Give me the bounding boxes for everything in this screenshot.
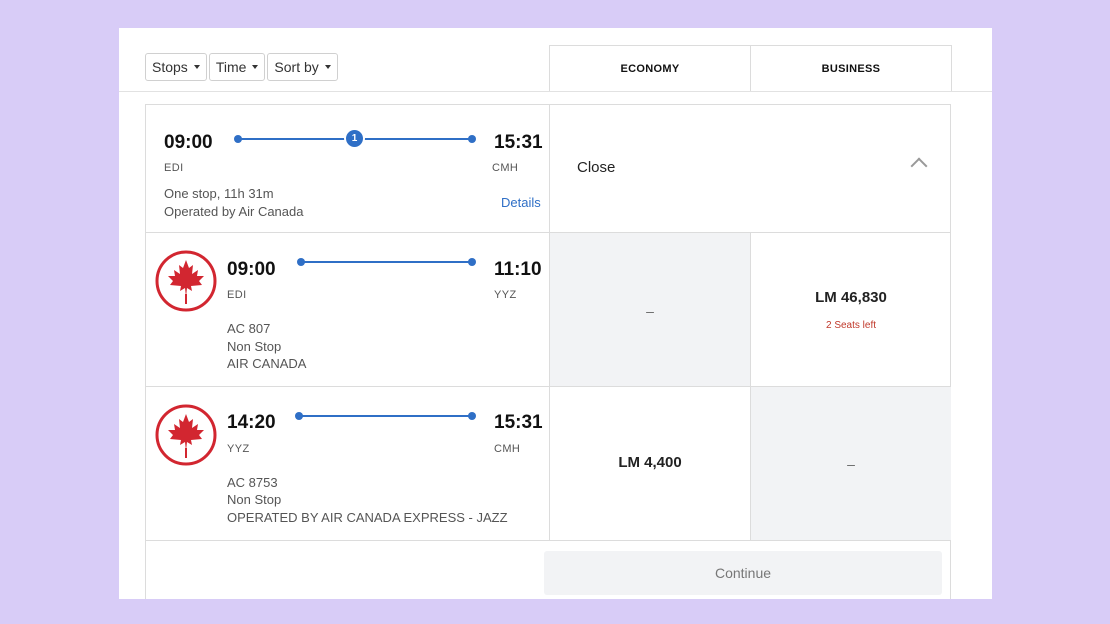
seats-left: 2 Seats left (825, 320, 877, 331)
flight-segment-row: 14:20 YYZ 15:31 CMH AC 8753 Non Stop OPE… (145, 386, 951, 541)
flight-results-card: Stops Time Sort by ECONOMY BUSINESS 09:0… (119, 28, 992, 599)
flight-number: AC 807 (227, 321, 271, 336)
business-header-label: BUSINESS (821, 62, 881, 75)
carrier-name: AIR CANADA (227, 356, 307, 371)
business-column-header: BUSINESS (750, 45, 952, 91)
segment-route-line (301, 261, 472, 263)
footer-row (145, 540, 951, 599)
stops-filter-label: Stops (152, 59, 188, 75)
continue-label: Continue (714, 565, 772, 581)
business-unavailable: – (847, 456, 855, 472)
carrier-name: OPERATED BY AIR CANADA EXPRESS - JAZZ (227, 510, 508, 525)
chevron-up-icon[interactable] (910, 157, 928, 175)
economy-fare-cell: – (549, 233, 750, 386)
origin-dot (234, 135, 242, 143)
flight-segment-row: 09:00 EDI 11:10 YYZ AC 807 Non Stop AIR … (145, 232, 951, 387)
destination-dot (468, 412, 476, 420)
segment-arrive-code: YYZ (494, 289, 517, 301)
stop-count-badge: 1 (346, 130, 363, 147)
close-panel[interactable]: Close (549, 105, 951, 232)
segment-arrive-time: 11:10 (494, 259, 542, 280)
economy-fare-cell[interactable]: LM 4,400 (549, 387, 750, 540)
segment-info: 14:20 YYZ 15:31 CMH AC 8753 Non Stop OPE… (146, 387, 549, 540)
segment-info: 09:00 EDI 11:10 YYZ AC 807 Non Stop AIR … (146, 233, 549, 386)
caret-down-icon (252, 65, 259, 69)
segment-route-line (299, 415, 472, 417)
segment-arrive-time: 15:31 (494, 412, 543, 433)
segment-depart-time: 09:00 (227, 259, 276, 280)
flight-number: AC 8753 (227, 475, 278, 490)
depart-time: 09:00 (164, 132, 213, 153)
economy-header-label: ECONOMY (620, 62, 680, 75)
business-fare-cell: – (750, 387, 951, 540)
economy-unavailable: – (646, 303, 654, 319)
origin-dot (295, 412, 303, 420)
arrive-airport-code: CMH (492, 162, 519, 174)
continue-button[interactable]: Continue (544, 551, 942, 595)
trip-duration: One stop, 11h 31m (164, 186, 274, 201)
filter-bar: Stops Time Sort by (145, 53, 338, 81)
segment-arrive-code: CMH (494, 443, 521, 455)
operated-by: Operated by Air Canada (164, 204, 304, 219)
caret-down-icon (193, 65, 200, 69)
close-label: Close (577, 159, 616, 176)
depart-airport-code: EDI (164, 162, 184, 174)
sort-by-button[interactable]: Sort by (267, 53, 338, 81)
business-price: LM 46,830 (815, 289, 887, 306)
time-filter-button[interactable]: Time (208, 53, 266, 81)
stop-type: Non Stop (227, 339, 282, 354)
stops-filter-button[interactable]: Stops (145, 53, 207, 81)
time-filter-label: Time (215, 59, 247, 75)
economy-price: LM 4,400 (618, 454, 682, 471)
business-fare-cell[interactable]: LM 46,830 2 Seats left (750, 233, 951, 386)
arrive-time: 15:31 (494, 132, 543, 153)
sort-by-label: Sort by (274, 59, 319, 75)
flight-summary-row[interactable]: 09:00 EDI 1 15:31 CMH One stop, 11h 31m … (145, 104, 951, 233)
segment-depart-code: YYZ (227, 443, 250, 455)
economy-column-header: ECONOMY (549, 45, 751, 91)
segment-depart-code: EDI (227, 289, 247, 301)
destination-dot (468, 135, 476, 143)
caret-down-icon (324, 65, 331, 69)
header-divider (119, 91, 992, 92)
destination-dot (468, 258, 476, 266)
stop-type: Non Stop (227, 492, 282, 507)
flight-summary-info: 09:00 EDI 1 15:31 CMH One stop, 11h 31m … (146, 105, 549, 232)
air-canada-logo-icon (155, 404, 217, 466)
origin-dot (297, 258, 305, 266)
air-canada-logo-icon (155, 250, 217, 312)
details-link[interactable]: Details (501, 195, 541, 210)
segment-depart-time: 14:20 (227, 412, 276, 433)
